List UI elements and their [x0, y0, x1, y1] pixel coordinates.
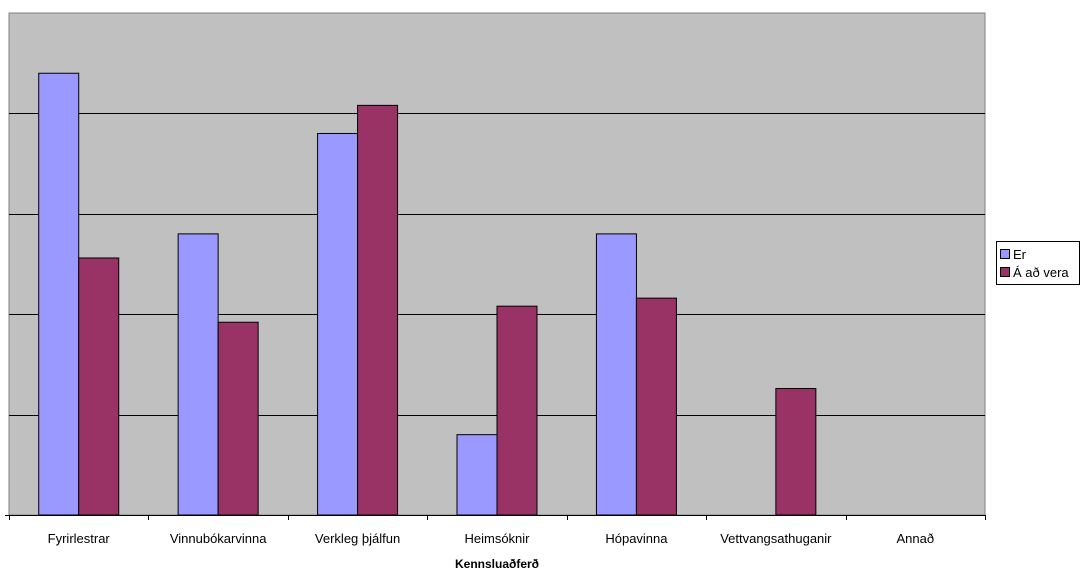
bar	[496, 305, 538, 516]
bar	[38, 72, 80, 516]
x-tick-label: Hópavinna	[605, 531, 668, 546]
x-tick-label: Fyrirlestrar	[48, 531, 111, 546]
bar	[317, 132, 359, 516]
legend-label-a-ad-vera: Á að vera	[1013, 264, 1069, 280]
x-axis	[5, 515, 986, 520]
bar	[595, 233, 637, 516]
x-tick-label: Annað	[896, 531, 934, 546]
bars	[38, 72, 817, 516]
legend-swatch-er	[1000, 249, 1010, 259]
bar	[357, 104, 399, 516]
x-tick-label: Verkleg þjálfun	[315, 531, 400, 546]
legend: Er Á að vera	[996, 241, 1080, 285]
bar	[177, 233, 219, 516]
bar	[456, 434, 498, 516]
bar	[775, 387, 817, 516]
legend-item-er: Er	[1000, 245, 1079, 263]
legend-item-a-ad-vera: Á að vera	[1000, 263, 1079, 281]
bar	[635, 297, 677, 516]
x-tick-label: Vinnubókarvinna	[170, 531, 267, 546]
x-tick-label: Heimsóknir	[464, 531, 530, 546]
bar	[217, 321, 259, 516]
x-tick-label: Vettvangsathuganir	[720, 531, 832, 546]
x-axis-title: Kennsluaðferð	[455, 557, 539, 571]
legend-label-er: Er	[1013, 246, 1026, 262]
bar	[78, 257, 120, 516]
legend-swatch-a-ad-vera	[1000, 267, 1010, 277]
x-tick-labels: Fyrirlestrar Vinnubókarvinna Verkleg þjálf…	[48, 531, 934, 546]
